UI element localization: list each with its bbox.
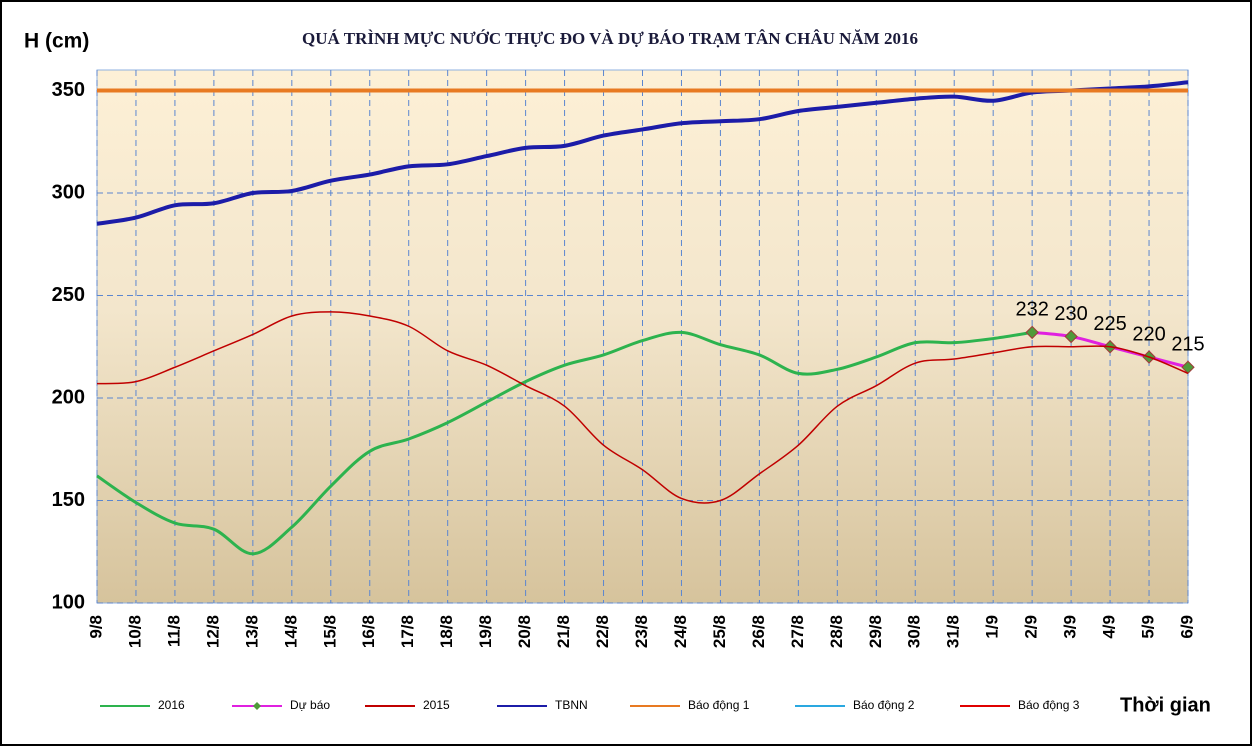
y-tick-label: 350 <box>52 79 85 101</box>
y-tick-label: 100 <box>52 591 85 613</box>
x-tick-label: 1/9 <box>983 615 1002 639</box>
data-label: 220 <box>1132 323 1165 345</box>
x-tick-label: 22/8 <box>593 615 612 648</box>
x-axis-label: Thời gian <box>1120 694 1211 716</box>
x-tick-label: 31/8 <box>944 615 963 648</box>
legend-label: Dự báo <box>290 698 330 712</box>
x-tick-label: 18/8 <box>437 615 456 648</box>
series-line <box>96 330 1033 556</box>
y-axis-label: H (cm) <box>24 30 89 53</box>
legend-label: Báo động 3 <box>1018 698 1080 712</box>
series-line <box>96 80 1189 226</box>
x-tick-label: 15/8 <box>320 615 339 648</box>
legend-label: Báo động 2 <box>853 698 915 712</box>
x-tick-label: 29/8 <box>866 615 885 648</box>
marker <box>1064 329 1078 344</box>
x-tick-label: 21/8 <box>554 615 573 648</box>
x-tick-label: 26/8 <box>749 615 768 648</box>
x-tick-label: 11/8 <box>164 615 183 647</box>
x-tick-label: 24/8 <box>671 615 690 648</box>
x-tick-label: 9/8 <box>86 615 105 639</box>
legend-label: 2015 <box>423 698 450 712</box>
series-line <box>96 311 1189 504</box>
x-tick-label: 10/8 <box>125 615 144 648</box>
x-tick-label: 30/8 <box>905 615 924 648</box>
y-tick-label: 300 <box>52 181 85 203</box>
legend-label: Báo động 1 <box>688 698 750 712</box>
x-tick-label: 20/8 <box>515 615 534 648</box>
data-label: 230 <box>1054 303 1087 325</box>
x-tick-label: 23/8 <box>632 615 651 648</box>
y-tick-label: 150 <box>52 489 85 511</box>
data-label: 232 <box>1015 299 1048 321</box>
x-tick-label: 14/8 <box>281 615 300 648</box>
y-tick-label: 250 <box>52 284 85 306</box>
x-tick-label: 4/9 <box>1100 615 1119 639</box>
x-tick-label: 27/8 <box>788 615 807 648</box>
x-tick-label: 6/9 <box>1177 615 1196 639</box>
x-tick-label: 2/9 <box>1022 615 1041 639</box>
x-tick-label: 3/9 <box>1061 615 1080 639</box>
x-tick-label: 16/8 <box>359 615 378 648</box>
x-tick-label: 13/8 <box>242 615 261 648</box>
y-tick-label: 200 <box>52 386 85 408</box>
legend-label: TBNN <box>555 698 588 712</box>
x-tick-label: 28/8 <box>827 615 846 648</box>
x-tick-label: 19/8 <box>476 615 495 648</box>
legend-label: 2016 <box>158 698 185 712</box>
x-tick-label: 25/8 <box>710 615 729 648</box>
legend-marker <box>253 702 261 710</box>
chart-title: QUÁ TRÌNH MỰC NƯỚC THỰC ĐO VÀ DỰ BÁO TRẠ… <box>302 29 918 48</box>
x-tick-label: 17/8 <box>398 615 417 648</box>
data-label: 215 <box>1171 334 1204 356</box>
marker <box>1025 325 1039 340</box>
x-tick-label: 12/8 <box>203 615 222 648</box>
data-label: 225 <box>1093 313 1126 335</box>
x-tick-label: 5/9 <box>1139 615 1158 639</box>
